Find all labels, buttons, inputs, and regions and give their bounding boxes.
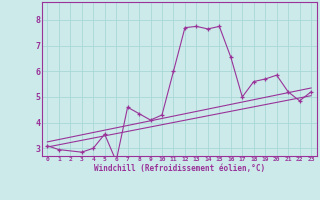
X-axis label: Windchill (Refroidissement éolien,°C): Windchill (Refroidissement éolien,°C) [94, 164, 265, 173]
